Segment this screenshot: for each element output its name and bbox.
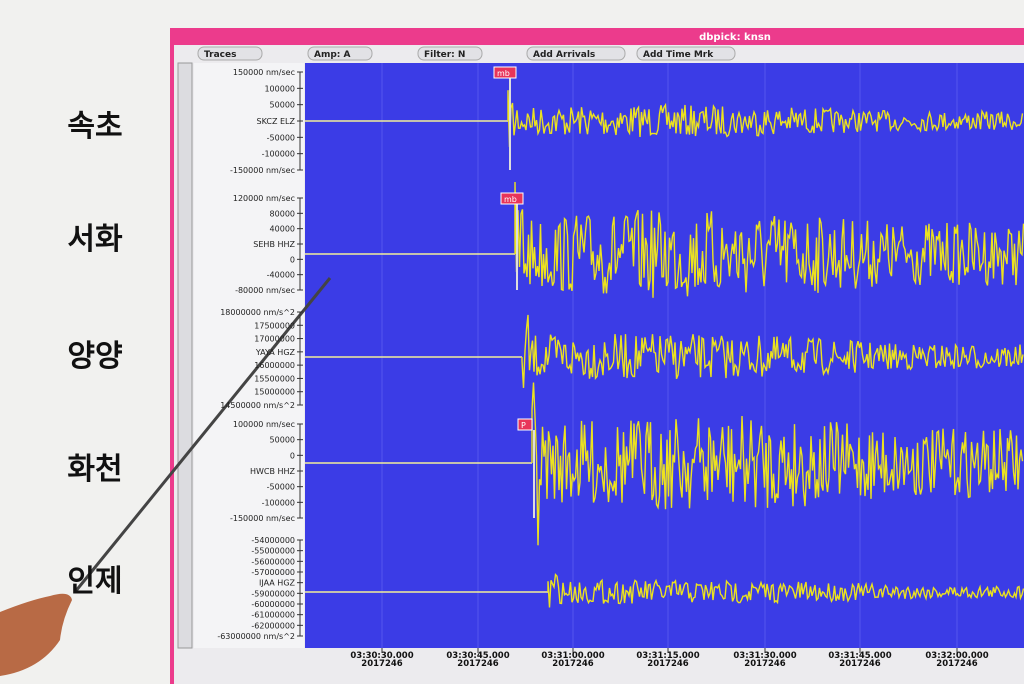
axis-label: -80000 nm/sec	[235, 286, 295, 295]
axis-label: -63000000 nm/s^2	[217, 632, 295, 641]
axis-label: -150000 nm/sec	[230, 166, 295, 175]
pick-label[interactable]: mb	[497, 69, 510, 78]
axis-label: 15500000	[254, 374, 295, 383]
axis-label: -50000	[267, 133, 295, 142]
date-label: 2017246	[647, 659, 688, 669]
station-name: 속초	[67, 109, 122, 144]
waveform	[514, 181, 1024, 298]
axis-label: -56000000	[251, 557, 295, 566]
axis-label: 80000	[270, 209, 295, 218]
axis-label: -100000	[262, 498, 295, 507]
menu-button[interactable]	[197, 46, 263, 61]
pick-box[interactable]	[500, 192, 524, 205]
time-label: 03:31:30.000	[733, 651, 796, 661]
waveform	[531, 382, 1024, 546]
axis-label: 100000 nm/sec	[233, 420, 295, 429]
pointer-stick	[73, 277, 332, 593]
axis-label: YAYA HGZ	[255, 348, 296, 357]
axis-label: -61000000	[251, 611, 295, 620]
time-label: 03:31:00.000	[541, 651, 604, 661]
waveform	[547, 573, 1024, 608]
axis-label: 50000	[270, 101, 295, 110]
axis-label: -60000000	[251, 600, 295, 609]
menu-label[interactable]: Filter: N	[424, 50, 465, 60]
station-name: 양양	[67, 339, 122, 374]
axis-label: 17500000	[254, 321, 295, 330]
axis-label: 18000000 nm/s^2	[220, 308, 295, 317]
time-label: 03:31:15.000	[636, 651, 699, 661]
menu-button[interactable]	[526, 46, 626, 61]
date-label: 2017246	[457, 659, 498, 669]
pick-label[interactable]: P	[521, 421, 526, 430]
date-label: 2017246	[936, 659, 977, 669]
time-label: 03:30:30.000	[350, 651, 413, 661]
axis-label: 100000	[264, 84, 295, 93]
time-label: 03:31:45.000	[828, 651, 891, 661]
axis-label: 16000000	[254, 361, 295, 370]
axis-label: -40000	[267, 271, 295, 280]
waveform	[521, 314, 1024, 388]
hand	[0, 593, 72, 676]
menu-label[interactable]: Add Time Mrk	[643, 50, 714, 60]
axis-label: 120000 nm/sec	[233, 194, 295, 203]
menu-label[interactable]: Amp: A	[314, 50, 351, 60]
waveform	[507, 90, 1024, 148]
axis-label: -62000000	[251, 621, 295, 630]
axis-label: -100000	[262, 150, 295, 159]
station-name: 인제	[67, 564, 122, 599]
axis-label: 0	[290, 451, 295, 460]
window-title: dbpick: knsn	[699, 32, 771, 43]
axis-label: -150000 nm/sec	[230, 514, 295, 523]
pick-label[interactable]: mb	[504, 195, 517, 204]
axis-label: 14500000 nm/s^2	[220, 401, 295, 410]
menu-label[interactable]: Add Arrivals	[533, 50, 595, 60]
axis-panel	[194, 63, 304, 648]
axis-label: 15000000	[254, 388, 295, 397]
axis-label: -55000000	[251, 547, 295, 556]
station-name: 화천	[67, 452, 122, 487]
axis-label: HWCB HHZ	[250, 467, 296, 476]
axis-label: IJAA HGZ	[259, 579, 296, 588]
menu-button[interactable]	[417, 46, 483, 61]
pick-box[interactable]	[493, 66, 517, 79]
axis-label: 0	[290, 255, 295, 264]
date-label: 2017246	[839, 659, 880, 669]
menu-button[interactable]	[307, 46, 373, 61]
pick-box[interactable]	[517, 418, 533, 431]
date-label: 2017246	[744, 659, 785, 669]
axis-label: 40000	[270, 225, 295, 234]
date-label: 2017246	[552, 659, 593, 669]
scrollbar[interactable]	[177, 62, 193, 649]
axis-label: SKCZ ELZ	[257, 117, 296, 126]
axis-label: -57000000	[251, 568, 295, 577]
menu-label[interactable]: Traces	[204, 50, 236, 60]
time-label: 03:32:00.000	[925, 651, 988, 661]
time-label: 03:30:45.000	[446, 651, 509, 661]
axis-label: SEHB HHZ	[253, 240, 295, 249]
axis-label: 150000 nm/sec	[233, 68, 295, 77]
date-label: 2017246	[361, 659, 402, 669]
axis-label: -59000000	[251, 589, 295, 598]
axis-label: -54000000	[251, 536, 295, 545]
menu-button[interactable]	[636, 46, 736, 61]
axis-label: 50000	[270, 436, 295, 445]
station-name: 서화	[67, 222, 123, 257]
axis-label: -50000	[267, 483, 295, 492]
axis-label: 17000000	[254, 335, 295, 344]
